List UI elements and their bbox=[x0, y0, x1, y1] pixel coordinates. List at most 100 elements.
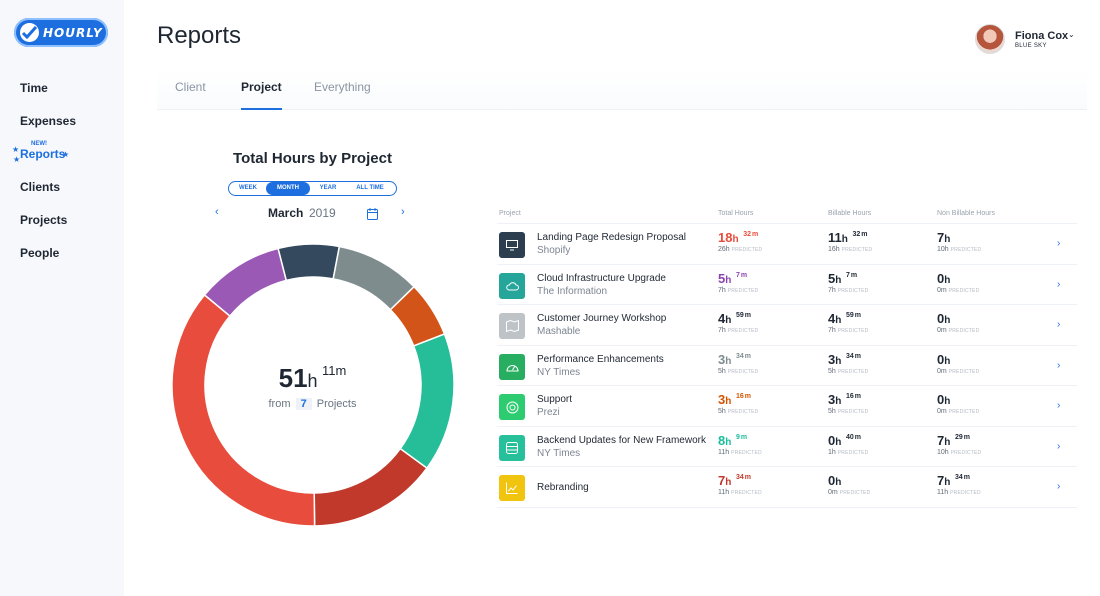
logo-text: HOURLY bbox=[43, 25, 103, 40]
predicted-label: PREDICTED bbox=[948, 287, 980, 294]
predicted-value: 0m PREDICTED bbox=[937, 368, 979, 375]
range-month-button[interactable]: MONTH bbox=[266, 182, 310, 195]
tab-client[interactable]: Client bbox=[175, 80, 206, 94]
project-name[interactable]: Customer Journey Workshop bbox=[537, 313, 667, 324]
project-client: Shopify bbox=[537, 245, 571, 256]
hours-unit: h bbox=[835, 477, 842, 488]
tab-project[interactable]: Project bbox=[241, 80, 282, 110]
minutes-number: 59 bbox=[845, 312, 854, 319]
predicted-hours: 0m bbox=[937, 327, 947, 334]
predicted-label: PREDICTED bbox=[841, 247, 873, 253]
range-year-button[interactable]: YEAR bbox=[319, 185, 337, 191]
table-row[interactable]: Backend Updates for New Framework NY Tim… bbox=[497, 427, 1077, 467]
chevron-right-icon[interactable]: › bbox=[1057, 359, 1061, 371]
chevron-right-icon[interactable]: › bbox=[1057, 278, 1061, 290]
chevron-down-icon: ⌄ bbox=[1068, 30, 1075, 39]
hours-number: 7 bbox=[718, 473, 726, 488]
hours-value: 5h 7m bbox=[828, 271, 868, 286]
hours-unit: h bbox=[944, 396, 951, 407]
minutes-number: 32 bbox=[852, 231, 861, 238]
check-icon bbox=[20, 23, 39, 42]
sidebar-item-people[interactable]: People bbox=[20, 246, 60, 260]
project-name[interactable]: Performance Enhancements bbox=[537, 353, 664, 365]
chevron-right-icon[interactable]: › bbox=[1057, 238, 1061, 249]
hours-value: 3h 16m bbox=[828, 392, 868, 407]
hours-number: 8 bbox=[718, 432, 726, 448]
hours-number: 3 bbox=[718, 351, 726, 367]
predicted-value: 5h PREDICTED bbox=[828, 368, 868, 375]
project-name[interactable]: Support bbox=[537, 394, 573, 405]
minutes-unit: m bbox=[963, 474, 970, 481]
star-icon: ★ bbox=[62, 150, 70, 159]
sidebar-item-expenses[interactable]: Expenses bbox=[20, 114, 77, 128]
hours-unit: h bbox=[732, 234, 739, 245]
hours-value: 7h 34m bbox=[937, 473, 981, 488]
sidebar-nav: Time Expenses NEW! ★ ★ Reports ★ Clients… bbox=[12, 80, 77, 278]
chevron-right-icon[interactable]: › bbox=[1057, 400, 1061, 411]
hours-number: 0 bbox=[937, 270, 945, 286]
nonbillable-hours-cell: 0h 0m PREDICTED bbox=[937, 392, 979, 415]
user-menu[interactable]: Fiona Cox BLUE SKY ⌄ bbox=[975, 24, 1075, 54]
monitor-icon bbox=[499, 232, 525, 258]
minutes-number: 16 bbox=[845, 393, 854, 400]
sidebar-item-clients[interactable]: Clients bbox=[20, 180, 61, 194]
total-hours-cell: 5h 7m 7h PREDICTED bbox=[718, 271, 758, 294]
predicted-label: PREDICTED bbox=[727, 409, 759, 415]
range-all-time-button[interactable]: ALL TIME bbox=[356, 185, 384, 191]
minutes-number: 32 bbox=[743, 231, 751, 238]
project-name[interactable]: Rebranding bbox=[537, 482, 589, 493]
hours-unit: h bbox=[944, 355, 951, 367]
predicted-label: PREDICTED bbox=[837, 287, 869, 294]
avatar bbox=[975, 24, 1005, 54]
table-row[interactable]: Performance Enhancements NY Times 3h 34m… bbox=[497, 346, 1077, 386]
predicted-hours: 5h bbox=[718, 367, 726, 375]
hours-number: 18 bbox=[718, 230, 733, 245]
predicted-hours: 7h bbox=[828, 286, 836, 294]
calendar-icon[interactable] bbox=[367, 207, 378, 225]
hours-unit: h bbox=[944, 477, 951, 488]
minutes-number: 9 bbox=[735, 433, 740, 441]
table-row[interactable]: Landing Page Redesign Proposal Shopify 1… bbox=[497, 224, 1077, 265]
predicted-hours: 5h bbox=[828, 367, 836, 375]
sidebar-item-time[interactable]: Time bbox=[20, 81, 48, 95]
hours-unit: h bbox=[835, 315, 842, 326]
hours-unit: h bbox=[725, 436, 732, 448]
predicted-hours: 26h bbox=[718, 246, 730, 253]
minutes-unit: m bbox=[335, 363, 347, 378]
hours-value: 4h 59m bbox=[828, 311, 868, 326]
hours-unit: h bbox=[944, 315, 951, 326]
table-row[interactable]: Customer Journey Workshop Mashable 4h 59… bbox=[497, 305, 1077, 346]
chevron-right-icon[interactable]: › bbox=[1057, 440, 1061, 452]
cloud-icon bbox=[499, 272, 525, 299]
hours-unit: h bbox=[725, 315, 732, 326]
range-week-button[interactable]: WEEK bbox=[239, 185, 257, 191]
total-hours-cell: 8h 9m 11h PREDICTED bbox=[718, 433, 762, 456]
sidebar-item-reports[interactable]: NEW! ★ ★ Reports ★ bbox=[12, 141, 76, 179]
sidebar-item-projects[interactable]: Projects bbox=[20, 213, 68, 227]
table-row[interactable]: Support Prezi 3h 16m 5h PREDICTED 3h 16m… bbox=[497, 386, 1077, 427]
predicted-label: PREDICTED bbox=[948, 368, 980, 375]
chevron-right-icon[interactable]: › bbox=[1057, 319, 1061, 330]
predicted-label: PREDICTED bbox=[837, 368, 869, 375]
project-name[interactable]: Landing Page Redesign Proposal bbox=[537, 232, 686, 243]
predicted-hours: 5h bbox=[718, 408, 726, 415]
report-tabs: Client Project Everything bbox=[157, 68, 1087, 110]
predicted-label: PREDICTED bbox=[727, 328, 759, 334]
donut-segment bbox=[277, 243, 341, 282]
predicted-hours: 0m bbox=[937, 367, 947, 375]
project-client: NY Times bbox=[537, 366, 581, 378]
predicted-value: 7h PREDICTED bbox=[828, 287, 868, 294]
chevron-left-icon[interactable]: ‹ bbox=[215, 206, 219, 218]
tab-everything[interactable]: Everything bbox=[314, 80, 371, 94]
project-name[interactable]: Backend Updates for New Framework bbox=[537, 434, 706, 446]
total-hours-cell: 7h 34m 11h PREDICTED bbox=[718, 473, 762, 496]
chevron-right-icon[interactable]: › bbox=[1057, 481, 1061, 492]
predicted-value: 0m PREDICTED bbox=[937, 287, 979, 294]
hourly-logo[interactable]: HOURLY bbox=[14, 18, 108, 47]
hours-unit: h bbox=[725, 396, 732, 407]
chevron-right-icon[interactable]: › bbox=[401, 206, 405, 218]
table-row[interactable]: Rebranding 7h 34m 11h PREDICTED 0h 0m PR… bbox=[497, 467, 1077, 508]
table-row[interactable]: Cloud Infrastructure Upgrade The Informa… bbox=[497, 265, 1077, 305]
project-name[interactable]: Cloud Infrastructure Upgrade bbox=[537, 272, 666, 284]
chart-icon bbox=[499, 475, 525, 501]
